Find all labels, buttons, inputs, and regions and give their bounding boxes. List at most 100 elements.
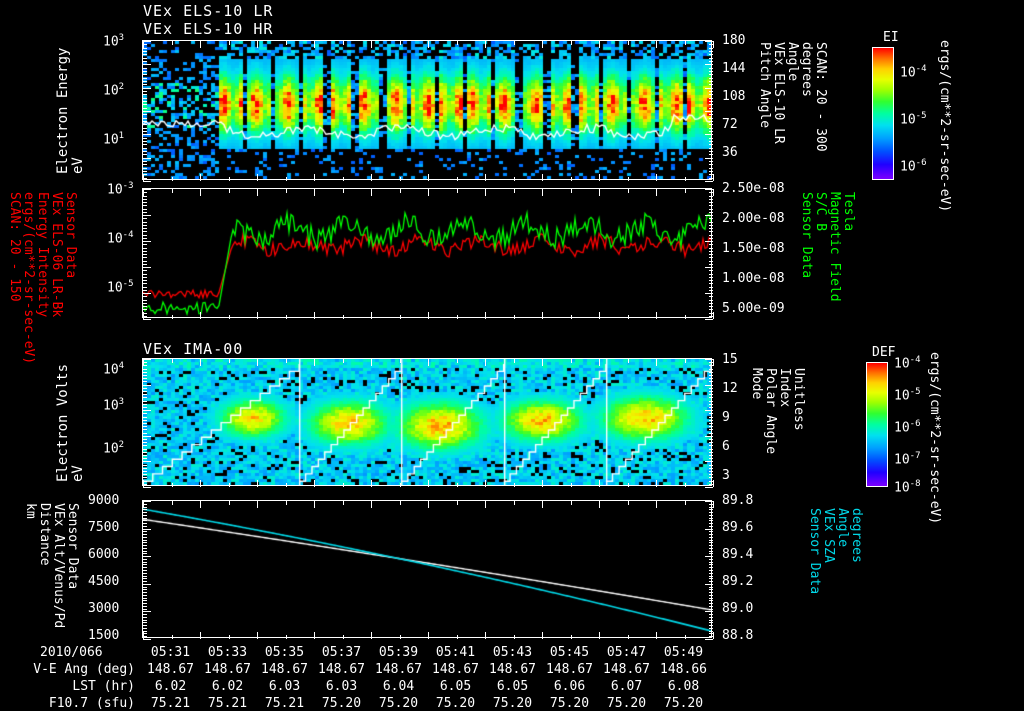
axis-tick [542, 359, 543, 366]
axis-tick [400, 177, 401, 181]
axis-tick [705, 529, 713, 530]
axis-tick [709, 257, 713, 258]
axis-tick [428, 480, 429, 487]
axis-tick [628, 41, 629, 45]
cell-r0-c5: 148.67 [432, 662, 479, 677]
axis-tick [709, 553, 713, 554]
axis-tick [172, 41, 173, 45]
panel3-ytick-2: 102 [103, 440, 125, 457]
axis-tick [571, 315, 572, 319]
panel3-cbtick-1: 10-5 [894, 387, 921, 404]
axis-tick [143, 420, 147, 421]
axis-tick [709, 144, 713, 145]
axis-tick [229, 483, 230, 487]
axis-tick [709, 401, 713, 402]
axis-tick [709, 609, 713, 610]
axis-tick [709, 504, 713, 505]
axis-tick [371, 312, 372, 319]
panel1-cbtick-2: 10-6 [900, 158, 927, 175]
axis-tick [143, 433, 147, 434]
axis-tick [685, 359, 686, 363]
axis-tick [143, 365, 147, 366]
axis-tick [200, 41, 201, 48]
panel2-plot-area [142, 188, 714, 320]
axis-tick [705, 134, 713, 135]
axis-tick [143, 518, 147, 519]
axis-tick [143, 570, 147, 571]
panel3-colorbar-title: DEF [872, 345, 896, 360]
panel3-ytick-r3: 6 [722, 439, 730, 454]
axis-tick [709, 108, 713, 109]
axis-tick [143, 64, 151, 65]
axis-tick [143, 449, 147, 450]
axis-tick [709, 589, 713, 590]
panel4-ytick-4: 3000 [88, 601, 120, 616]
axis-tick [143, 209, 147, 210]
axis-tick [709, 578, 713, 579]
axis-tick [705, 88, 713, 89]
axis-tick [709, 468, 713, 469]
panel3-ytick-r2: 9 [722, 410, 730, 425]
axis-tick [143, 606, 147, 607]
panel3-ytick-1: 103 [103, 397, 125, 414]
panel3-right-axis-label: Mode Polar Angle Index Unitless [749, 368, 806, 455]
axis-tick [709, 61, 713, 62]
axis-tick [143, 78, 147, 79]
axis-tick [143, 138, 147, 139]
axis-tick [705, 215, 713, 216]
time-tick-3: 05:37 [321, 645, 362, 660]
axis-tick [713, 501, 714, 508]
axis-tick [705, 487, 713, 488]
axis-tick [709, 164, 713, 165]
axis-tick [628, 359, 629, 363]
axis-tick [143, 71, 147, 72]
axis-tick [428, 189, 429, 196]
axis-tick [143, 251, 147, 252]
axis-tick [143, 114, 147, 115]
axis-tick [257, 174, 258, 181]
axis-tick [709, 378, 713, 379]
axis-tick [143, 372, 147, 373]
axis-tick [314, 174, 315, 181]
axis-tick [143, 131, 147, 132]
axis-tick [143, 540, 147, 541]
axis-tick [143, 455, 147, 456]
axis-tick [709, 455, 713, 456]
axis-tick [542, 174, 543, 181]
axis-tick [709, 534, 713, 535]
axis-tick [400, 189, 401, 193]
cell-r0-c3: 148.67 [318, 662, 365, 677]
axis-tick [172, 315, 173, 319]
axis-tick [143, 480, 144, 487]
cell-r0-c0: 148.67 [147, 662, 194, 677]
axis-tick [143, 592, 147, 593]
panel1-title-lr: VEx ELS-10 LR [143, 2, 274, 20]
panel2-ytick-r4: 5.00e-09 [722, 301, 785, 316]
axis-tick [143, 51, 147, 52]
axis-tick [685, 635, 686, 639]
axis-tick [709, 540, 713, 541]
cell-r1-c1: 6.02 [211, 679, 244, 694]
axis-tick [143, 501, 151, 502]
axis-tick [143, 205, 147, 206]
panel4-ytick-r2: 89.4 [722, 547, 754, 562]
axis-tick [143, 394, 147, 395]
panel3-title: VEx IMA-00 [143, 340, 244, 358]
axis-tick [709, 303, 713, 304]
axis-tick [143, 523, 147, 524]
axis-tick [628, 189, 629, 193]
axis-tick [143, 134, 151, 135]
axis-tick [709, 576, 713, 577]
axis-tick [709, 484, 713, 485]
axis-tick [143, 277, 147, 278]
axis-tick [143, 151, 147, 152]
panel2-left-axis-label: Sensor Data VEx ELS-06 LR-Bk Energy Inte… [7, 192, 78, 365]
axis-tick [172, 635, 173, 639]
axis-tick [709, 562, 713, 563]
panel4-ytick-2: 6000 [88, 547, 120, 562]
axis-tick [143, 74, 147, 75]
axis-tick [143, 212, 147, 213]
axis-tick [709, 452, 713, 453]
axis-tick [709, 98, 713, 99]
panel3-plot-area [142, 358, 714, 488]
